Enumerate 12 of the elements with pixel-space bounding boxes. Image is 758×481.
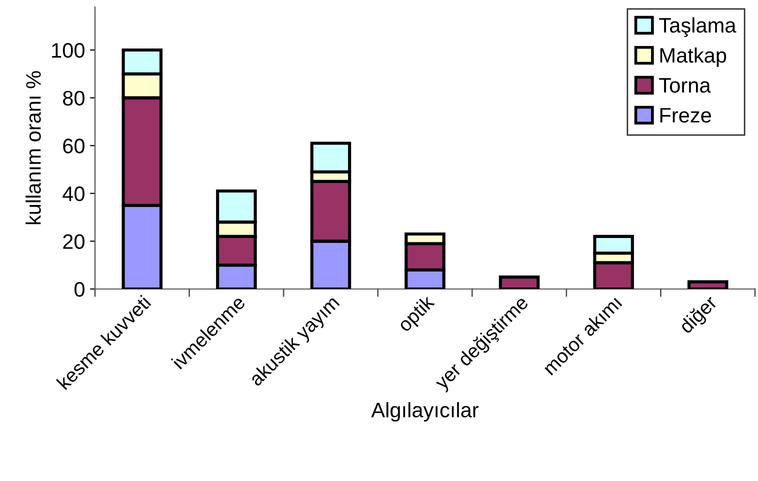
y-axis-title: kullanım oranı % bbox=[26, 71, 41, 224]
y-tick-label: 20 bbox=[63, 234, 84, 249]
y-tick-label: 0 bbox=[74, 282, 84, 297]
y-tick-label: 100 bbox=[52, 43, 84, 58]
legend-label: Torna bbox=[659, 78, 711, 93]
legend-label: Freze bbox=[660, 108, 712, 123]
legend-label: Taşlama bbox=[659, 17, 736, 37]
legend-label: Matkap bbox=[660, 47, 726, 67]
y-tick-label: 80 bbox=[63, 90, 84, 106]
y-tick-label: 40 bbox=[62, 186, 84, 202]
x-axis-title: Algılayıcılar bbox=[371, 402, 478, 422]
y-tick-label: 60 bbox=[63, 138, 84, 154]
